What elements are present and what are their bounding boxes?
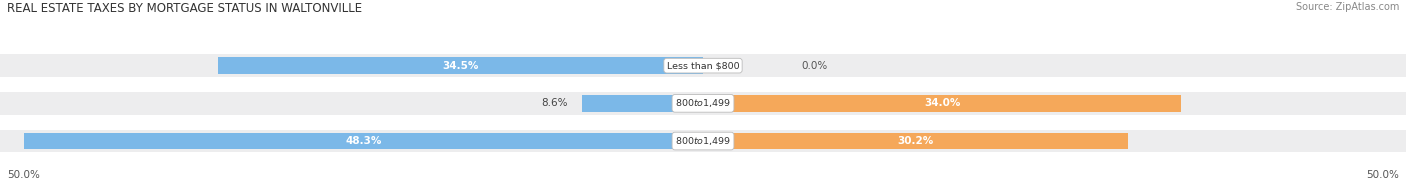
Text: 8.6%: 8.6% <box>541 98 568 108</box>
Text: 50.0%: 50.0% <box>7 170 39 180</box>
Bar <box>703 95 1181 112</box>
Bar <box>0 54 1406 77</box>
Bar <box>582 95 703 112</box>
Text: REAL ESTATE TAXES BY MORTGAGE STATUS IN WALTONVILLE: REAL ESTATE TAXES BY MORTGAGE STATUS IN … <box>7 2 363 15</box>
Bar <box>0 130 1406 152</box>
Bar <box>703 133 1128 149</box>
Text: $800 to $1,499: $800 to $1,499 <box>675 97 731 109</box>
Text: 34.0%: 34.0% <box>924 98 960 108</box>
Text: 50.0%: 50.0% <box>1367 170 1399 180</box>
Text: $800 to $1,499: $800 to $1,499 <box>675 135 731 147</box>
Text: 0.0%: 0.0% <box>801 61 828 71</box>
Text: 48.3%: 48.3% <box>346 136 381 146</box>
Bar <box>0 92 1406 115</box>
Text: 34.5%: 34.5% <box>443 61 478 71</box>
Bar <box>218 58 703 74</box>
Text: Source: ZipAtlas.com: Source: ZipAtlas.com <box>1295 2 1399 12</box>
Text: 30.2%: 30.2% <box>897 136 934 146</box>
Bar <box>24 133 703 149</box>
Text: Less than $800: Less than $800 <box>666 61 740 70</box>
